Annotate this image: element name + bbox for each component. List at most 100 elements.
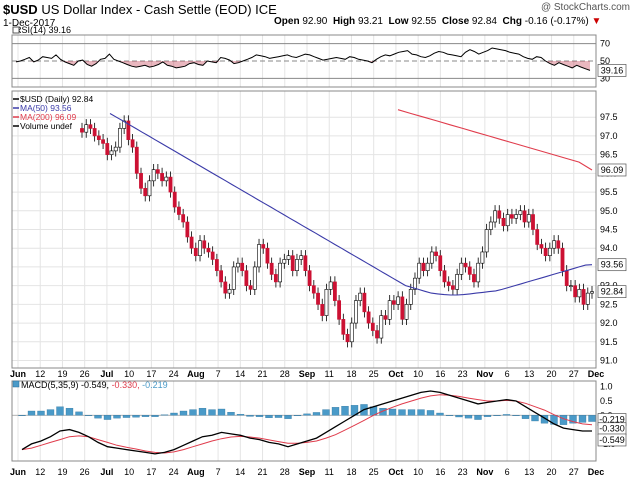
- macd-hist-bar-22: [227, 411, 235, 416]
- macd-hist-bar-14: [151, 415, 159, 417]
- chart-title: $USD US Dollar Index - Cash Settle (EOD)…: [3, 2, 277, 17]
- rsi-oversold-fill: [16, 61, 590, 71]
- macd-x-label-21: Nov: [476, 467, 493, 477]
- macd-x-label-5: 10: [124, 467, 134, 477]
- price-x-label-26: Dec: [588, 369, 605, 379]
- candle-body-93: [472, 274, 476, 283]
- macd-hist-bar-17: [179, 410, 188, 416]
- candle-body-43: [261, 244, 266, 249]
- macd-x-label-12: 28: [280, 467, 290, 477]
- candle-body-28: [198, 240, 202, 257]
- candle-body-56: [316, 292, 320, 305]
- rsi-legend: RSI(14) 39.16: [15, 25, 71, 35]
- candle-body-41: [252, 266, 257, 290]
- ohlc-summary: Open 92.90 High 93.21 Low 92.55 Close 92…: [274, 16, 601, 27]
- chg-label: Chg: [502, 16, 522, 27]
- candle-body-13: [134, 146, 139, 174]
- macd-hist-bar-42: [417, 409, 425, 416]
- candle-body-48: [282, 259, 287, 264]
- low-value: 92.55: [411, 16, 437, 27]
- candle-body-59: [328, 281, 333, 290]
- macd-hist-bar-9: [103, 415, 112, 420]
- macd-hist-bar-48: [474, 415, 482, 420]
- macd-hist-bar-51: [502, 414, 511, 416]
- macd-hist-bar-50: [493, 415, 501, 416]
- candle-body-3: [92, 128, 97, 137]
- candle-body-77: [404, 304, 409, 320]
- candle-body-24: [181, 214, 186, 223]
- candle-body-22: [172, 191, 177, 208]
- candle-body-66: [358, 292, 363, 301]
- candle-body-95: [480, 251, 485, 264]
- candle-body-45: [269, 262, 274, 275]
- candle-body-78: [408, 289, 413, 305]
- price-legend-2: MA(200) 96.09: [20, 112, 76, 122]
- candle-body-10: [122, 120, 127, 129]
- macd-hist-bar-46: [455, 415, 463, 418]
- ma50-last-badge-box: [597, 258, 627, 272]
- macd-hist-bar-3: [46, 409, 55, 416]
- candle-body-94: [476, 262, 481, 283]
- candle-body-23: [177, 206, 181, 215]
- candle-body-52: [299, 255, 304, 260]
- macd-x-label-16: 25: [369, 467, 379, 477]
- down-arrow-icon: ▼: [591, 16, 602, 27]
- candle-body-115: [564, 270, 569, 286]
- price-x-label-14: 11: [325, 369, 334, 379]
- candle-body-67: [362, 292, 367, 313]
- macd-hist-bar-13: [141, 415, 150, 417]
- price-x-label-16: 25: [369, 369, 379, 379]
- high-label: High: [332, 16, 356, 27]
- macd-x-label-11: 21: [258, 467, 268, 477]
- candle-body-82: [425, 262, 430, 271]
- candle-body-111: [547, 247, 552, 257]
- rsi-y-tick-0: 70: [600, 39, 610, 49]
- candle-body-7: [109, 150, 114, 155]
- instrument-name: US Dollar Index - Cash Settle (EOD): [41, 2, 252, 17]
- candle-body-116: [569, 285, 573, 287]
- chart-date: 1-Dec-2017: [3, 18, 56, 29]
- candle-body-87: [446, 281, 451, 286]
- macd-last-badge-box: [597, 433, 627, 447]
- macd-x-label-18: 10: [413, 467, 423, 477]
- macd-hist-bar-32: [322, 409, 330, 416]
- macd-hist-bar-43: [426, 410, 435, 416]
- candle-body-105: [522, 210, 527, 223]
- price-x-label-15: 18: [346, 369, 356, 379]
- macd-hist-bar-34: [341, 405, 349, 416]
- macd-hist-bar-19: [198, 407, 207, 416]
- candle-body-8: [113, 146, 118, 152]
- macd-legend-icon: [12, 380, 20, 388]
- macd-x-label-2: 19: [57, 467, 67, 477]
- close-value: 92.84: [471, 16, 497, 27]
- candle-body-98: [493, 210, 497, 223]
- macd-hist-bar-53: [521, 415, 530, 419]
- macd-hist-bar-4: [56, 406, 64, 416]
- candle-body-6: [105, 143, 110, 155]
- candle-body-57: [320, 304, 325, 316]
- macd-hist-bar-58: [569, 415, 577, 424]
- candle-body-30: [206, 247, 211, 253]
- price-y-tick-12: 91.5: [600, 337, 618, 347]
- macd-hist-bar-54: [531, 415, 539, 422]
- candle-body-44: [265, 247, 270, 264]
- price-x-label-9: 7: [216, 369, 221, 379]
- candle-body-113: [556, 240, 561, 249]
- macd-hist-bar-23: [236, 413, 245, 416]
- macd-panel-frame: [11, 380, 597, 462]
- price-last-badge: 92.84: [601, 287, 624, 297]
- price-legend-3: Volume undef: [20, 121, 73, 131]
- price-x-label-3: 26: [80, 369, 90, 379]
- price-y-tick-0: 97.5: [600, 112, 618, 122]
- price-x-label-18: 10: [413, 369, 423, 379]
- macd-hist-bar-11: [122, 415, 131, 418]
- macd-x-label-23: 13: [524, 467, 534, 477]
- candle-body-70: [375, 330, 379, 339]
- rsi-legend-icon: [12, 26, 20, 34]
- macd-signal-last-badge: -0.330: [599, 424, 625, 434]
- macd-hist-bar-40: [398, 409, 406, 416]
- macd-hist-bar-38: [379, 407, 387, 416]
- candle-body-46: [273, 274, 278, 283]
- macd-y-tick-1: 0.5: [600, 396, 613, 406]
